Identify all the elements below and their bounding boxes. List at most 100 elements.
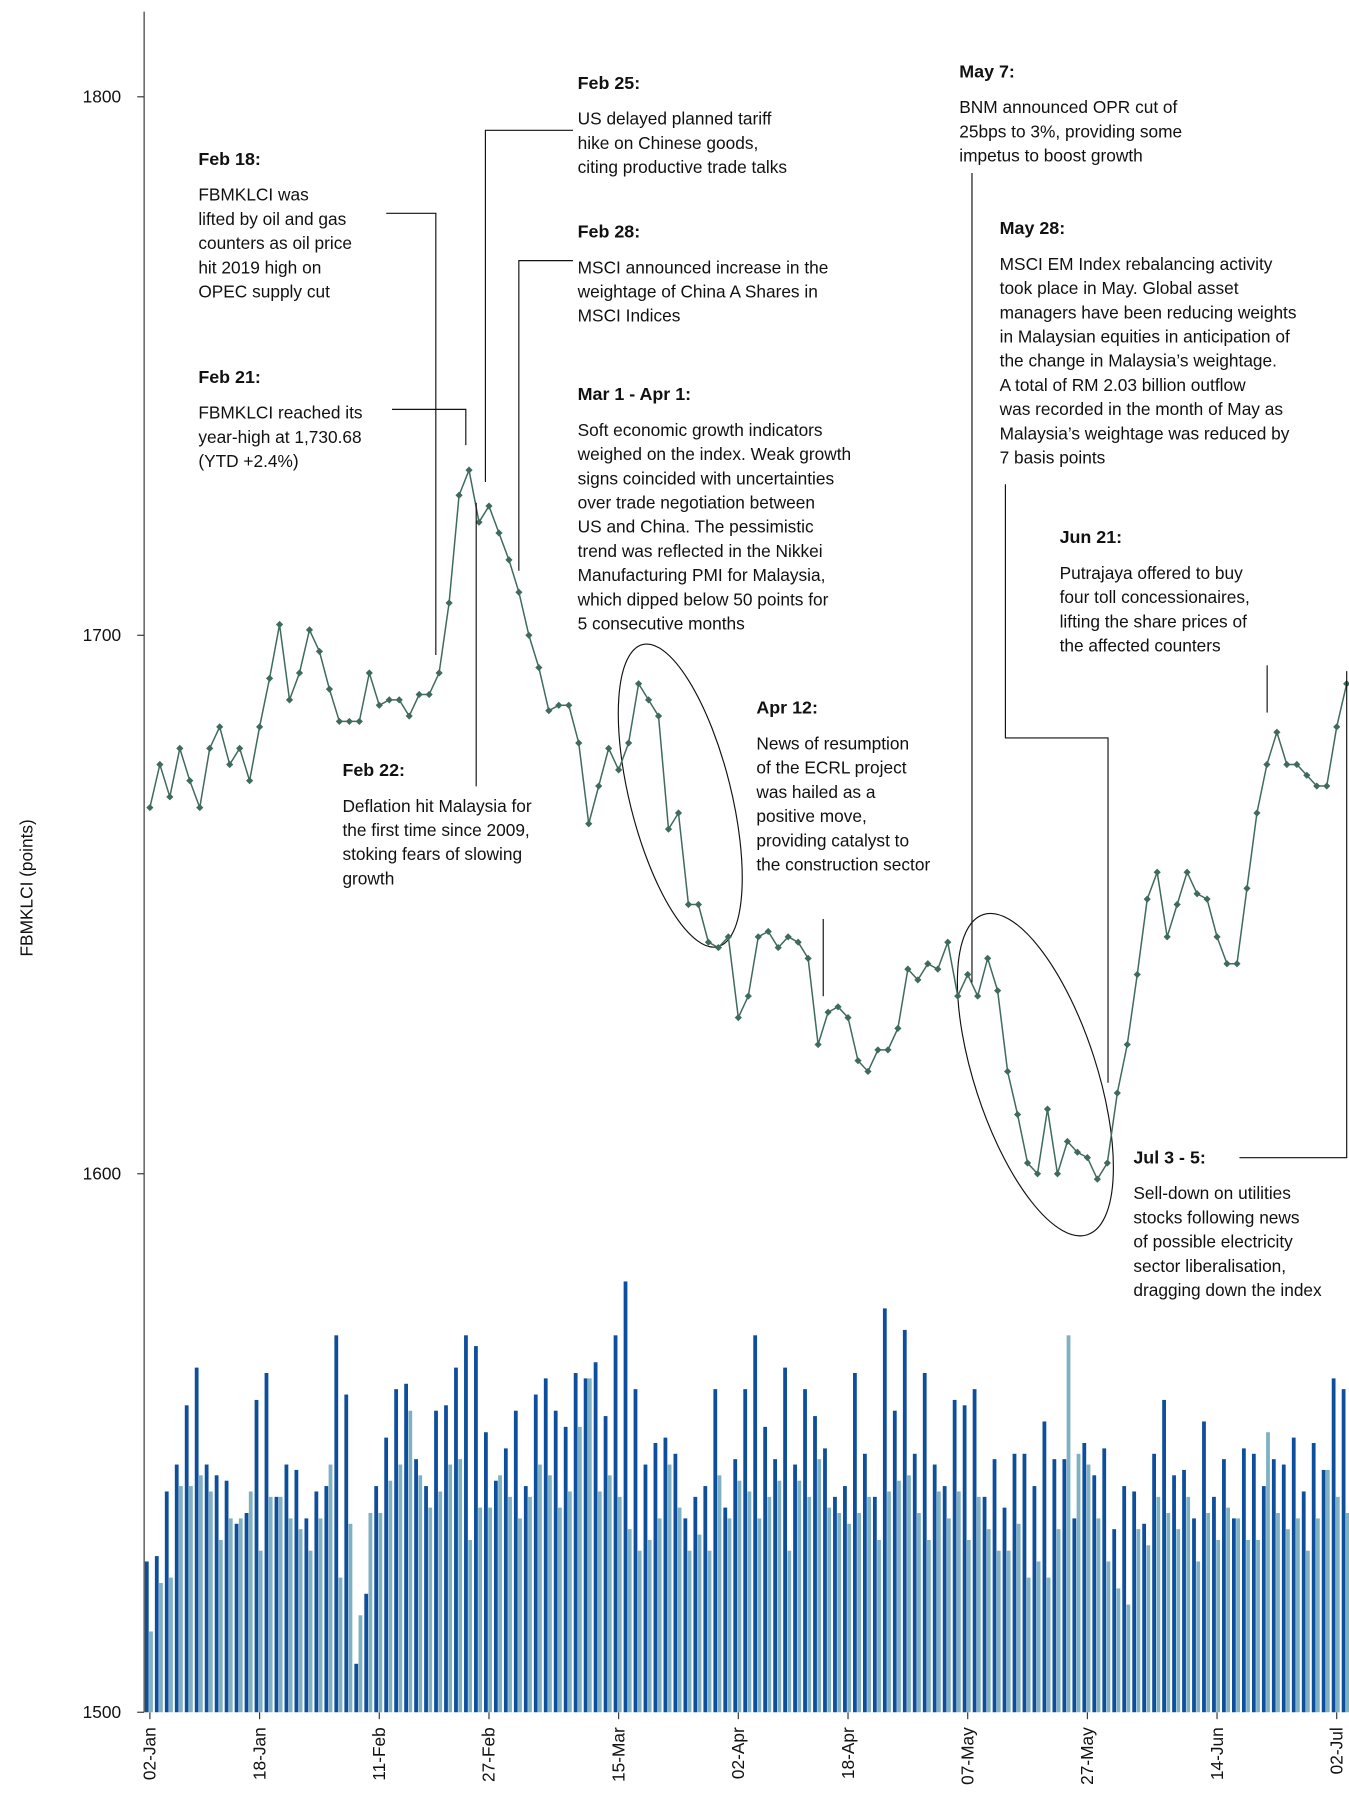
bar xyxy=(1271,1459,1276,1713)
bar xyxy=(1345,1513,1349,1713)
bar xyxy=(234,1523,239,1713)
point xyxy=(1203,895,1211,903)
point xyxy=(1223,960,1231,968)
point xyxy=(405,712,413,720)
point xyxy=(1243,884,1251,892)
bar xyxy=(364,1593,369,1713)
point xyxy=(954,992,962,1000)
bar xyxy=(198,1475,203,1713)
annotation-text: was hailed as a xyxy=(755,782,876,802)
point xyxy=(156,760,164,769)
bar xyxy=(338,1577,343,1713)
bar xyxy=(787,1550,792,1713)
bar xyxy=(613,1335,618,1713)
bar xyxy=(966,1539,971,1713)
bar xyxy=(543,1378,548,1713)
point xyxy=(355,717,363,726)
bar xyxy=(956,1491,961,1713)
bar xyxy=(324,1486,329,1713)
bar xyxy=(284,1464,289,1713)
bar xyxy=(1162,1399,1166,1713)
bar xyxy=(713,1389,718,1713)
annotation-text: Sell-down on utilities xyxy=(1133,1183,1291,1203)
point xyxy=(625,739,633,747)
annotation-text: FBMKLCI was xyxy=(198,185,309,205)
y-tick-label: 1500 xyxy=(83,1702,121,1722)
point xyxy=(575,739,583,747)
point xyxy=(425,690,433,699)
bar xyxy=(1176,1529,1181,1713)
bar xyxy=(737,1480,742,1713)
bar xyxy=(1301,1491,1306,1713)
bar xyxy=(348,1523,353,1713)
bar xyxy=(867,1496,871,1713)
point xyxy=(784,933,792,941)
bar xyxy=(523,1486,528,1713)
bar xyxy=(862,1453,867,1713)
bar xyxy=(184,1405,189,1713)
point xyxy=(714,944,722,952)
bar xyxy=(976,1496,981,1713)
bar xyxy=(902,1329,907,1713)
annotation-text: over trade negotiation between xyxy=(578,493,815,513)
bar xyxy=(663,1437,668,1713)
bar xyxy=(258,1550,263,1713)
bar xyxy=(917,1513,921,1713)
bar xyxy=(1036,1561,1041,1713)
bar xyxy=(657,1518,662,1713)
bar xyxy=(1261,1486,1266,1713)
bar xyxy=(418,1475,423,1713)
point xyxy=(265,674,274,682)
point xyxy=(615,766,623,774)
bar xyxy=(912,1453,917,1713)
annotation-title: Feb 25: xyxy=(578,73,641,93)
point xyxy=(894,1024,902,1032)
point xyxy=(944,938,952,946)
bar xyxy=(627,1529,632,1713)
point xyxy=(595,782,603,790)
bar xyxy=(174,1464,179,1713)
bar xyxy=(228,1518,233,1713)
bar xyxy=(1286,1529,1290,1713)
annotation-text: 7 basis points xyxy=(1000,448,1106,468)
bar xyxy=(493,1480,498,1713)
bar xyxy=(1062,1459,1067,1713)
bar xyxy=(224,1480,229,1713)
bar xyxy=(1226,1507,1231,1713)
bar xyxy=(159,1583,163,1713)
annotation-text: US and China. The pessimistic xyxy=(578,517,814,537)
bar xyxy=(1222,1459,1226,1713)
x-tick-label: 27-May xyxy=(1077,1727,1097,1785)
bar xyxy=(1012,1453,1017,1713)
bar xyxy=(1102,1448,1107,1713)
bar xyxy=(1092,1475,1097,1713)
point xyxy=(1173,900,1181,909)
annotation-text: the change in Malaysia’s weightage. xyxy=(1000,351,1277,371)
y-tick-label: 1600 xyxy=(83,1164,121,1184)
bar xyxy=(623,1281,628,1713)
bar xyxy=(753,1335,758,1713)
point xyxy=(924,960,932,968)
point xyxy=(1123,1040,1131,1049)
leader-line xyxy=(518,260,574,571)
bar xyxy=(1082,1443,1087,1713)
point xyxy=(1343,680,1349,688)
bar xyxy=(877,1539,881,1713)
bar xyxy=(727,1518,732,1713)
annotation-text: OPEC supply cut xyxy=(198,282,330,302)
annotation-text: signs coincided with uncertainties xyxy=(578,468,835,488)
annotation-title: Feb 22: xyxy=(342,760,405,780)
bar xyxy=(308,1550,313,1713)
point xyxy=(814,1040,822,1049)
bar xyxy=(872,1496,877,1713)
bar xyxy=(208,1491,213,1713)
point xyxy=(325,685,333,693)
annotation-title: Feb 18: xyxy=(198,149,261,169)
bar xyxy=(882,1308,887,1713)
bar xyxy=(164,1491,169,1713)
y-tick-label: 1700 xyxy=(83,625,121,645)
bar xyxy=(188,1486,193,1713)
bar xyxy=(773,1459,778,1713)
bar xyxy=(607,1475,612,1713)
